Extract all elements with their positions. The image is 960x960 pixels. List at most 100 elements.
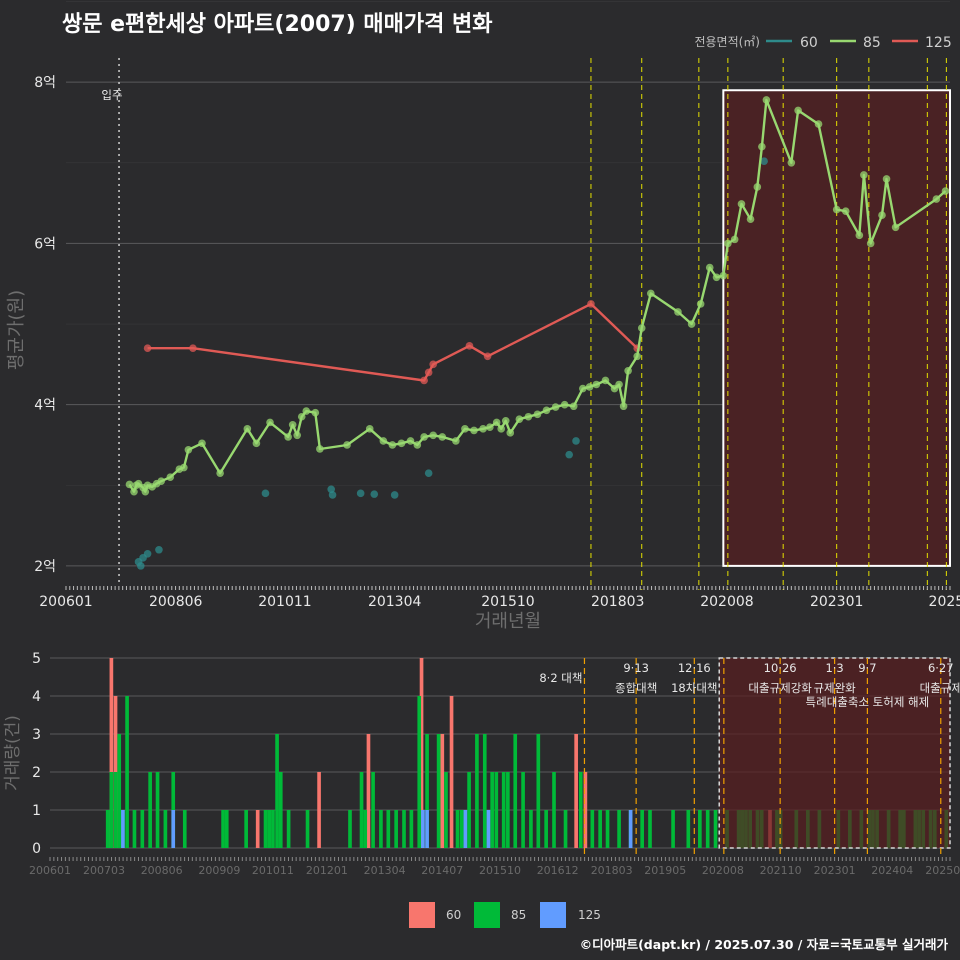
volume-bar-85 — [459, 810, 464, 848]
legend-label-125: 125 — [925, 35, 952, 51]
volume-y-tick-label: 2 — [32, 765, 41, 781]
point-60 — [328, 491, 337, 499]
legend-label-60: 60 — [800, 35, 818, 51]
volume-bar-85 — [348, 810, 352, 848]
volume-bar-85 — [267, 810, 272, 848]
volume-y-axis-title: 거래량(건) — [3, 715, 23, 791]
volume-bar-85 — [578, 772, 583, 848]
volume-bar-85 — [263, 810, 268, 848]
volume-x-tick-label: 202404 — [871, 864, 913, 877]
x-tick-label: 201510 — [481, 594, 534, 610]
x-tick-label: 201304 — [368, 594, 422, 610]
volume-bar-60 — [574, 734, 578, 848]
volume-y-tick-label: 5 — [32, 651, 41, 667]
volume-bar-125 — [171, 810, 176, 848]
volume-bar-85 — [394, 810, 398, 848]
volume-x-tick-label: 200703 — [83, 864, 125, 877]
x-axis-title: 거래년월 — [475, 611, 541, 632]
point-60 — [390, 491, 399, 499]
point-60 — [370, 490, 379, 498]
volume-bar-85 — [698, 810, 702, 848]
volume-bar-85 — [490, 772, 494, 848]
volume-bar-85 — [109, 772, 114, 848]
y-tick-label: 6억 — [34, 236, 56, 252]
volume-bar-85 — [705, 810, 710, 848]
volume-x-tick-label: 201905 — [644, 864, 686, 877]
volume-bar-85 — [544, 810, 548, 848]
volume-bar-85 — [513, 734, 518, 848]
x-tick-label: 201011 — [258, 594, 311, 610]
volume-bar-85 — [148, 772, 152, 848]
policy-label: 대출규제강화 — [748, 681, 812, 695]
volume-bar-60 — [255, 810, 260, 848]
volume-legend-label-125: 125 — [578, 908, 601, 922]
volume-x-tick-label: 200601 — [29, 864, 71, 877]
volume-x-tick-label: 201803 — [591, 864, 633, 877]
point-60 — [155, 545, 163, 554]
volume-bar-60 — [419, 658, 424, 848]
x-tick-label: 202301 — [810, 594, 863, 610]
volume-bar-60 — [109, 658, 114, 848]
volume-bar-125 — [628, 810, 633, 848]
legend-title: 전용면적(㎡) — [694, 35, 760, 49]
legend: 전용면적(㎡) 60 85 125 — [694, 35, 951, 51]
volume-bar-85 — [425, 734, 429, 848]
policy-label: 대출규제 — [920, 681, 960, 695]
volume-bar-85 — [244, 810, 248, 848]
volume-bar-85 — [371, 772, 375, 848]
volume-bar-85 — [617, 810, 621, 848]
volume-bar-85 — [155, 772, 160, 848]
volume-bar-85 — [417, 696, 422, 848]
volume-bar-85 — [125, 696, 129, 848]
volume-legend: 60 85 125 — [409, 902, 601, 928]
volume-bar-125 — [486, 810, 491, 848]
point-60 — [261, 489, 270, 498]
point-60 — [565, 450, 573, 459]
volume-bar-85 — [386, 810, 391, 848]
y-tick-label: 8억 — [34, 75, 56, 91]
volume-bar-85 — [113, 772, 118, 848]
volume-bar-85 — [590, 810, 595, 848]
volume-x-tick-label: 201612 — [537, 864, 579, 877]
point-60 — [424, 469, 433, 477]
volume-bar-85 — [506, 772, 510, 848]
volume-legend-label-60: 60 — [446, 908, 461, 922]
volume-x-tick-label: 200806 — [141, 864, 183, 877]
x-tick-label: 201803 — [591, 594, 644, 610]
volume-bar-85 — [409, 810, 414, 848]
point-60 — [137, 562, 145, 570]
source-credit: ©디아파트(dapt.kr) / 2025.07.30 / 자료=국토교통부 실… — [579, 937, 948, 952]
volume-bar-85 — [686, 810, 691, 848]
x-tick-label: 202008 — [700, 594, 753, 610]
policy-label: 종합대책 — [615, 681, 657, 695]
chart-title: 쌍문 e편한세상 아파트(2007) 매매가격 변화 — [62, 12, 493, 37]
volume-bar-85 — [402, 810, 406, 848]
policy-label: 12·16 — [678, 661, 711, 675]
volume-bar-60 — [583, 772, 588, 848]
volume-bar-125 — [425, 810, 429, 848]
volume-bar-125 — [121, 810, 125, 848]
volume-x-tick-label: 202506 — [925, 864, 960, 877]
volume-legend-key-60 — [409, 902, 435, 928]
volume-y-tick-label: 3 — [32, 727, 41, 743]
series-line-85 — [128, 98, 947, 493]
point-60 — [356, 489, 365, 498]
volume-x-tick-label: 201201 — [306, 864, 348, 877]
volume-bar-85 — [132, 810, 137, 848]
policy-label: 규제완화 — [813, 681, 856, 695]
y-axis-title: 평균가(원) — [6, 290, 27, 370]
volume-bar-85 — [671, 810, 675, 848]
volume-bar-85 — [475, 734, 479, 848]
volume-bar-85 — [455, 810, 460, 848]
volume-bar-85 — [501, 772, 506, 848]
volume-bar-85 — [278, 772, 283, 848]
volume-bar-85 — [648, 810, 652, 848]
volume-bar-85 — [163, 810, 168, 848]
policy-label: 8·2 대책 — [539, 671, 582, 685]
volume-bar-85 — [536, 734, 541, 848]
x-tick-label: 200806 — [149, 594, 203, 610]
policy-label: 10·26 — [764, 661, 797, 675]
volume-x-tick-label: 201304 — [364, 864, 406, 877]
